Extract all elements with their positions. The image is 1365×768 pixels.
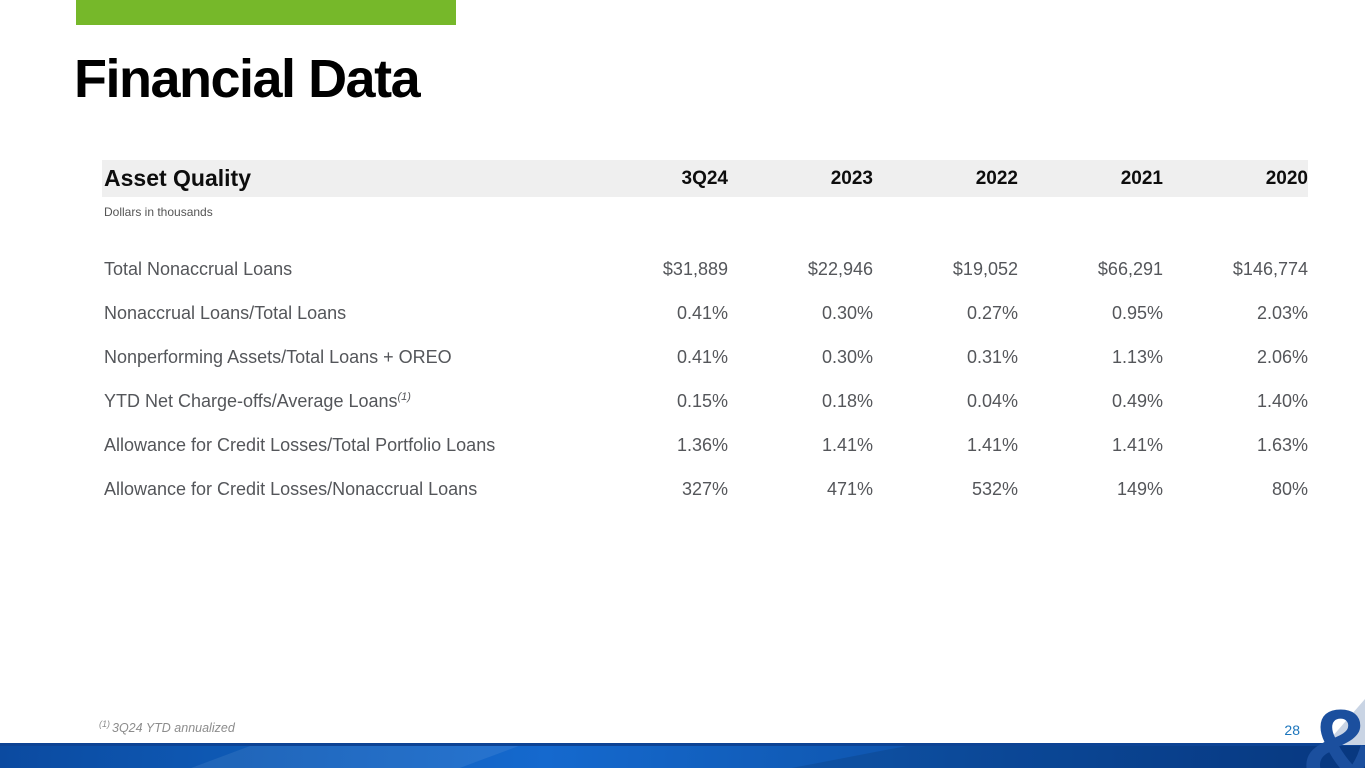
page-title: Financial Data — [74, 49, 421, 109]
cell-value: 0.95% — [1111, 302, 1163, 323]
cell-value: 0.18% — [821, 390, 873, 411]
column-header-2023: 2023 — [830, 167, 873, 189]
footer-band-facet — [191, 746, 519, 768]
row-label-text: YTD Net Charge-offs/Average Loans — [104, 390, 398, 411]
row-label-text: Nonperforming Assets/Total Loans + OREO — [104, 346, 452, 367]
cell-value: 0.04% — [966, 390, 1018, 411]
cell-value: 0.27% — [966, 302, 1018, 323]
cell-value: 2.03% — [1256, 302, 1308, 323]
cell-value: 0.15% — [676, 390, 728, 411]
row-label: YTD Net Charge-offs/Average Loans(1) — [102, 391, 583, 412]
row-label: Allowance for Credit Losses/Total Portfo… — [102, 435, 583, 456]
page-number: 28 — [1284, 722, 1300, 738]
accent-bar — [76, 0, 456, 25]
cell-value: 80% — [1271, 478, 1308, 499]
cell-value: 149% — [1116, 478, 1163, 499]
cell-value: 0.31% — [966, 346, 1018, 367]
footer-band — [0, 743, 1365, 768]
table-row: Allowance for Credit Losses/Nonaccrual L… — [102, 467, 1308, 511]
table-header-row: Asset Quality 3Q24 2023 2022 2021 2020 — [102, 160, 1308, 197]
table-row: YTD Net Charge-offs/Average Loans(1) 0.15… — [102, 379, 1308, 423]
column-header-2022: 2022 — [975, 167, 1018, 189]
row-label-text: Allowance for Credit Losses/Total Portfo… — [104, 434, 496, 455]
row-label-text: Allowance for Credit Losses/Nonaccrual L… — [104, 478, 478, 499]
cell-value: 0.41% — [676, 346, 728, 367]
cell-value: 1.13% — [1111, 346, 1163, 367]
cell-value: 532% — [971, 478, 1018, 499]
cell-value: 1.36% — [676, 434, 728, 455]
footnote: (1) 3Q24 YTD annualized — [99, 719, 235, 735]
column-header-2020: 2020 — [1265, 167, 1308, 189]
table-title: Asset Quality — [104, 165, 251, 191]
table-row: Allowance for Credit Losses/Total Portfo… — [102, 423, 1308, 467]
cell-value: 0.30% — [821, 346, 873, 367]
footnote-reference: (1) — [397, 390, 411, 403]
row-label-text: Total Nonaccrual Loans — [104, 258, 293, 279]
row-label: Total Nonaccrual Loans — [102, 259, 583, 280]
ampersand-logo: & — [1302, 694, 1365, 768]
table-row: Total Nonaccrual Loans $31,889 $22,946 $19,… — [102, 247, 1308, 291]
row-label: Nonperforming Assets/Total Loans + OREO — [102, 347, 583, 368]
footnote-text: 3Q24 YTD annualized — [112, 721, 235, 736]
cell-value: 1.40% — [1256, 390, 1308, 411]
footer-band-facet — [791, 746, 1365, 768]
asset-quality-table: Asset Quality 3Q24 2023 2022 2021 2020 Dolla… — [102, 160, 1308, 511]
footnote-marker: (1) — [99, 719, 110, 729]
cell-value: $146,774 — [1232, 258, 1308, 279]
cell-value: 471% — [826, 478, 873, 499]
row-label-text: Nonaccrual Loans/Total Loans — [104, 302, 347, 323]
row-label: Nonaccrual Loans/Total Loans — [102, 303, 583, 324]
cell-value: 0.41% — [676, 302, 728, 323]
cell-value: 1.41% — [966, 434, 1018, 455]
cell-value: $66,291 — [1097, 258, 1163, 279]
table-row: Nonaccrual Loans/Total Loans 0.41% 0.30% 0.… — [102, 291, 1308, 335]
cell-value: 1.41% — [1111, 434, 1163, 455]
table-row: Nonperforming Assets/Total Loans + OREO 0… — [102, 335, 1308, 379]
table-subtitle: Dollars in thousands — [104, 205, 213, 219]
cell-value: 2.06% — [1256, 346, 1308, 367]
cell-value: 0.49% — [1111, 390, 1163, 411]
cell-value: $19,052 — [952, 258, 1018, 279]
table-body: Total Nonaccrual Loans $31,889 $22,946 $19,… — [102, 247, 1308, 511]
column-header-3q24: 3Q24 — [681, 167, 728, 189]
cell-value: 327% — [681, 478, 728, 499]
cell-value: $31,889 — [662, 258, 728, 279]
cell-value: 1.41% — [821, 434, 873, 455]
cell-value: 0.30% — [821, 302, 873, 323]
cell-value: 1.63% — [1256, 434, 1308, 455]
column-header-2021: 2021 — [1120, 167, 1163, 189]
cell-value: $22,946 — [807, 258, 873, 279]
row-label: Allowance for Credit Losses/Nonaccrual L… — [102, 479, 583, 500]
